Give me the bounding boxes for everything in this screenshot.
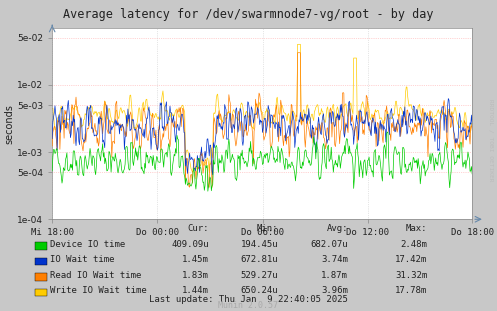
Text: 1.83m: 1.83m [182,271,209,280]
Text: 17.78m: 17.78m [395,286,427,295]
Text: 17.42m: 17.42m [395,255,427,264]
Text: RRDTOOL / TOBI OETIKER: RRDTOOL / TOBI OETIKER [489,99,494,181]
Text: 2.48m: 2.48m [401,240,427,248]
Text: 672.81u: 672.81u [241,255,278,264]
Y-axis label: seconds: seconds [4,104,14,144]
Text: 194.45u: 194.45u [241,240,278,248]
Text: Min:: Min: [257,224,278,233]
Text: 1.87m: 1.87m [321,271,348,280]
Text: 682.07u: 682.07u [310,240,348,248]
Text: IO Wait time: IO Wait time [50,255,114,264]
Text: 3.74m: 3.74m [321,255,348,264]
Text: 529.27u: 529.27u [241,271,278,280]
Text: 650.24u: 650.24u [241,286,278,295]
Text: 1.45m: 1.45m [182,255,209,264]
Text: Write IO Wait time: Write IO Wait time [50,286,147,295]
Text: 1.44m: 1.44m [182,286,209,295]
Text: Last update: Thu Jan  9 22:40:05 2025: Last update: Thu Jan 9 22:40:05 2025 [149,295,348,304]
Text: Max:: Max: [406,224,427,233]
Text: 409.09u: 409.09u [171,240,209,248]
Text: Avg:: Avg: [327,224,348,233]
Text: Munin 2.0.57: Munin 2.0.57 [219,301,278,310]
Text: Average latency for /dev/swarmnode7-vg/root - by day: Average latency for /dev/swarmnode7-vg/r… [63,8,434,21]
Text: 3.96m: 3.96m [321,286,348,295]
Text: Cur:: Cur: [187,224,209,233]
Text: 31.32m: 31.32m [395,271,427,280]
Text: Read IO Wait time: Read IO Wait time [50,271,141,280]
Text: Device IO time: Device IO time [50,240,125,248]
